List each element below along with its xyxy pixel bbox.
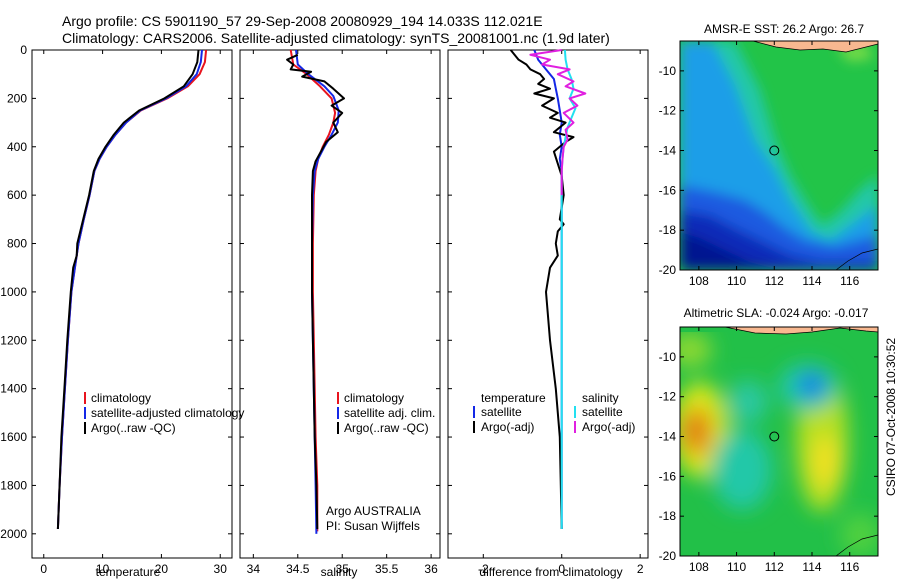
ytick-label: 1200 (0, 333, 27, 347)
credit-stamp: CSIRO 07-Oct-2008 10:30:52 (884, 338, 898, 496)
map-ytick-label: -18 (659, 509, 677, 523)
xtick-label: 2 (637, 562, 644, 576)
sst-field (680, 41, 878, 270)
sst-map-title: AMSR-E SST: 26.2 Argo: 26.7 (704, 22, 864, 36)
platform-annotation-2: PI: Susan Wijffels (326, 519, 420, 533)
salinity-xlabel: salinity (321, 565, 358, 579)
salinity-panel: 34 34.5 35 35.5 36 salinity Argo AUSTRALIA P… (239, 49, 441, 579)
sst-argo-position-marker (769, 145, 780, 156)
sla-argo-position-marker (769, 431, 780, 442)
series-line-salinity-black (286, 53, 345, 530)
xtick-label: 10 (96, 562, 110, 576)
map-ytick-label: -12 (659, 104, 677, 118)
map-ytick-label: -10 (659, 64, 677, 78)
legend-label-argo: Argo(..raw -QC) (344, 421, 429, 435)
salinity-axes-box (239, 49, 441, 559)
xtick-label: 20 (155, 562, 169, 576)
legend-label-satellite-adj: satellite adj. clim. (344, 406, 435, 420)
map-xtick-label: 112 (765, 560, 784, 574)
map-ytick-label: -14 (659, 144, 677, 158)
ytick-label: 0 (20, 43, 27, 57)
map-xtick-label: 114 (802, 560, 821, 574)
series-line-temperature-black (56, 49, 200, 530)
ytick-label: 2000 (0, 527, 27, 541)
legend-label-argo: Argo(..raw -QC) (91, 421, 176, 435)
map-xtick-label: 108 (689, 274, 709, 288)
xtick-label: 0 (40, 562, 47, 576)
xtick-label: 36 (424, 562, 438, 576)
map-xtick-label: 110 (727, 560, 746, 574)
sla-map-title: Altimetric SLA: -0.024 Argo: -0.017 (684, 306, 869, 320)
salinity-legend: climatology satellite adj. clim. Argo(..… (337, 391, 435, 435)
legend-title-temperature: temperature (481, 391, 546, 405)
legend-title-salinity: salinity (582, 391, 619, 405)
legend-label-climatology: climatology (344, 391, 404, 405)
ytick-label: 1000 (0, 285, 27, 299)
xtick-label: 34 (247, 562, 261, 576)
map-xtick-label: 108 (689, 560, 709, 574)
legend-label-temp-satellite: satellite (481, 405, 522, 419)
legend-label-temp-argo: Argo(-adj) (481, 420, 534, 434)
map-ytick-label: -14 (659, 430, 677, 444)
xtick-label: 30 (214, 562, 228, 576)
legend-label-sal-satellite: satellite (582, 405, 623, 419)
ytick-label: 400 (7, 140, 27, 154)
legend-label-climatology: climatology (91, 391, 151, 405)
xtick-label: 34.5 (286, 562, 310, 576)
ytick-label: 1400 (0, 382, 27, 396)
map-xtick-label: 112 (765, 274, 784, 288)
map-ytick-label: -20 (659, 549, 677, 563)
series-line-difference-magenta (529, 49, 587, 196)
sla-field (680, 327, 878, 556)
xtick-label: 35 (336, 562, 350, 576)
legend-label-sal-argo: Argo(-adj) (582, 420, 635, 434)
temperature-axes-box (31, 49, 233, 559)
temperature-panel: 0 10 20 30 0 200 400 600 800 1000 1200 1400 1600 1800… (0, 43, 233, 579)
sla-map-frame (679, 326, 879, 557)
ytick-label: 1800 (0, 478, 27, 492)
ytick-label: 800 (7, 237, 27, 251)
map-ytick-label: -16 (659, 469, 677, 483)
temperature-xlabel: temperature (96, 565, 161, 579)
map-ytick-label: -16 (659, 183, 677, 197)
ytick-label: 200 (7, 91, 27, 105)
ytick-label: 1600 (0, 430, 27, 444)
header-line-1: Argo profile: CS 5901190_57 29-Sep-2008 … (62, 13, 543, 29)
xtick-label: 0 (558, 562, 565, 576)
header-line-2: Climatology: CARS2006. Satellite-adjuste… (62, 30, 610, 46)
sst-map-panel: AMSR-E SST: 26.2 Argo: 26.7 108 110 112 114… (659, 22, 879, 288)
map-xtick-label: 114 (802, 274, 821, 288)
map-xtick-label: 110 (727, 274, 746, 288)
map-ytick-label: -12 (659, 390, 677, 404)
legend-label-satellite-adjusted: satellite-adjusted climatology (91, 406, 244, 420)
series-line-difference-black (509, 49, 575, 530)
map-ytick-label: -20 (659, 263, 677, 277)
difference-xlabel: difference from climatology (479, 565, 622, 579)
ytick-label: 600 (7, 188, 27, 202)
map-ytick-label: -18 (659, 223, 677, 237)
map-xtick-label: 116 (840, 560, 859, 574)
platform-annotation-1: Argo AUSTRALIA (326, 504, 421, 518)
map-xtick-label: 116 (840, 274, 859, 288)
xtick-label: 35.5 (375, 562, 399, 576)
sla-map-panel: Altimetric SLA: -0.024 Argo: -0.017 108 1… (659, 306, 879, 574)
sst-map-frame (679, 40, 879, 271)
xtick-label: -2 (478, 562, 489, 576)
temperature-legend: climatology satellite-adjusted climatolo… (84, 391, 244, 435)
difference-legend: temperature satellite Argo(-adj) salinit… (473, 391, 635, 434)
map-ytick-label: -10 (659, 350, 677, 364)
